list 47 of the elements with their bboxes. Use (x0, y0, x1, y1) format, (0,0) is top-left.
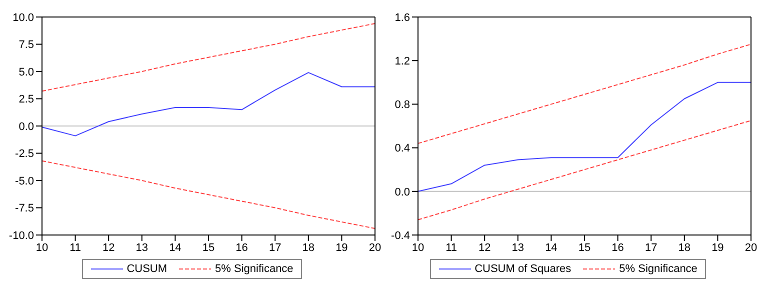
x-tick-label: 20 (368, 242, 382, 254)
x-tick-label: 10 (36, 242, 48, 254)
y-tick-label: 1.6 (394, 12, 410, 24)
x-tick-label: 14 (169, 242, 182, 254)
legend-label: CUSUM (126, 263, 168, 275)
x-tick-label: 12 (478, 242, 491, 254)
line-series (418, 44, 752, 144)
y-tick-label: 10.0 (12, 12, 34, 24)
x-tick-label: 17 (644, 242, 658, 254)
y-tick-label: -5.0 (15, 175, 34, 188)
y-tick-label: -10.0 (8, 230, 34, 242)
x-tick-label: 16 (236, 242, 248, 254)
x-tick-label: 13 (136, 242, 148, 254)
y-tick-label: -7.5 (15, 202, 34, 215)
x-tick-label: 16 (612, 242, 624, 254)
y-tick-label: 0.4 (394, 142, 410, 155)
y-tick-label: 7.5 (18, 39, 34, 52)
legend-label: 5% Significance (215, 263, 294, 275)
y-tick-label: 0.8 (394, 99, 410, 112)
x-tick-label: 11 (446, 242, 458, 254)
x-tick-label: 19 (712, 242, 724, 254)
x-tick-label: 11 (70, 242, 82, 254)
y-tick-label: 1.2 (394, 56, 410, 68)
line-series (418, 120, 752, 220)
y-tick-label: 5.0 (18, 66, 34, 78)
x-tick-label: 18 (678, 242, 691, 254)
line-series (42, 72, 376, 136)
y-tick-label: 0.0 (394, 186, 410, 198)
x-tick-label: 12 (102, 242, 115, 254)
x-tick-label: 10 (412, 242, 424, 254)
line-series (42, 23, 376, 92)
line-series (418, 82, 752, 192)
x-tick-label: 14 (545, 242, 558, 254)
legend-label: 5% Significance (619, 263, 698, 275)
x-tick-label: 13 (512, 242, 524, 254)
x-tick-label: 20 (744, 242, 758, 254)
line-series (42, 160, 376, 229)
legend-label: CUSUM of Squares (474, 263, 572, 275)
y-tick-label: 0.0 (18, 120, 34, 133)
x-tick-label: 17 (268, 242, 282, 254)
y-tick-label: -2.5 (15, 148, 34, 160)
x-tick-label: 15 (578, 242, 591, 254)
x-tick-label: 18 (302, 242, 315, 254)
x-tick-label: 15 (202, 242, 215, 254)
y-tick-label: -0.4 (391, 230, 410, 242)
y-tick-label: 2.5 (18, 94, 34, 106)
x-tick-label: 19 (336, 242, 348, 254)
